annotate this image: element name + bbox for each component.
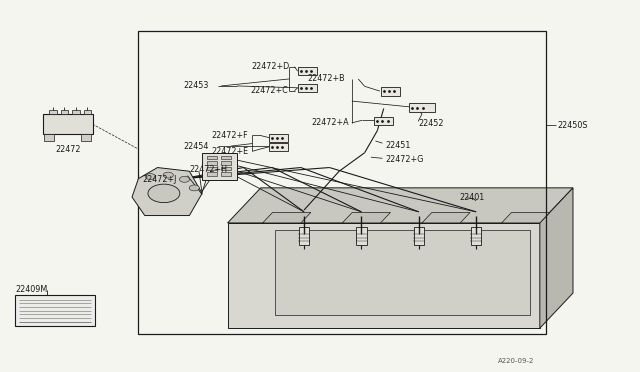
Text: 22401: 22401: [459, 193, 484, 202]
Text: 22472+G: 22472+G: [386, 155, 424, 164]
Text: 22472+J: 22472+J: [143, 175, 177, 184]
Circle shape: [148, 184, 180, 203]
Bar: [413, 227, 424, 245]
Bar: [202, 153, 237, 180]
Text: 22454: 22454: [183, 142, 209, 151]
Bar: [298, 67, 317, 75]
Bar: [356, 227, 367, 245]
Text: 22453: 22453: [183, 81, 209, 90]
Text: 22451: 22451: [385, 141, 410, 150]
Polygon shape: [228, 188, 573, 223]
Bar: [72, 110, 80, 114]
Bar: [221, 172, 231, 176]
Bar: [44, 134, 54, 141]
Text: 22472+B: 22472+B: [307, 74, 345, 83]
Polygon shape: [262, 212, 311, 223]
Text: 22409M: 22409M: [15, 285, 47, 294]
Polygon shape: [422, 212, 470, 223]
Bar: [207, 172, 217, 176]
Polygon shape: [228, 223, 540, 328]
Bar: [269, 143, 288, 151]
Bar: [207, 167, 217, 170]
Bar: [207, 156, 217, 160]
Text: 22472+F: 22472+F: [212, 131, 248, 140]
Bar: [49, 110, 57, 114]
Bar: [409, 103, 435, 112]
Bar: [81, 134, 92, 141]
Polygon shape: [275, 230, 531, 315]
Bar: [15, 295, 95, 326]
Text: A220-09-2: A220-09-2: [499, 358, 535, 365]
Circle shape: [145, 174, 156, 180]
Bar: [221, 156, 231, 160]
Bar: [269, 134, 288, 142]
Bar: [84, 110, 92, 114]
Bar: [61, 110, 68, 114]
Text: 22472+E: 22472+E: [212, 147, 249, 156]
Bar: [221, 167, 231, 170]
Text: 22472+C: 22472+C: [250, 86, 287, 95]
Bar: [299, 227, 309, 245]
Circle shape: [163, 172, 173, 178]
Bar: [221, 161, 231, 165]
Text: 22452: 22452: [419, 119, 444, 128]
Circle shape: [179, 176, 189, 182]
Polygon shape: [132, 167, 202, 215]
Polygon shape: [342, 212, 390, 223]
Text: 22472+A: 22472+A: [312, 118, 349, 127]
Bar: [138, 31, 546, 334]
Text: 22472+H: 22472+H: [189, 165, 227, 174]
Polygon shape: [540, 188, 573, 328]
Text: 22472: 22472: [55, 145, 81, 154]
Bar: [471, 227, 481, 245]
Bar: [381, 87, 399, 96]
Bar: [374, 117, 394, 125]
Circle shape: [189, 185, 200, 191]
Text: 22472+D: 22472+D: [252, 62, 290, 71]
Polygon shape: [502, 212, 550, 223]
Text: 22450S: 22450S: [557, 121, 588, 129]
Bar: [43, 114, 93, 134]
Bar: [207, 161, 217, 165]
Bar: [298, 84, 317, 92]
